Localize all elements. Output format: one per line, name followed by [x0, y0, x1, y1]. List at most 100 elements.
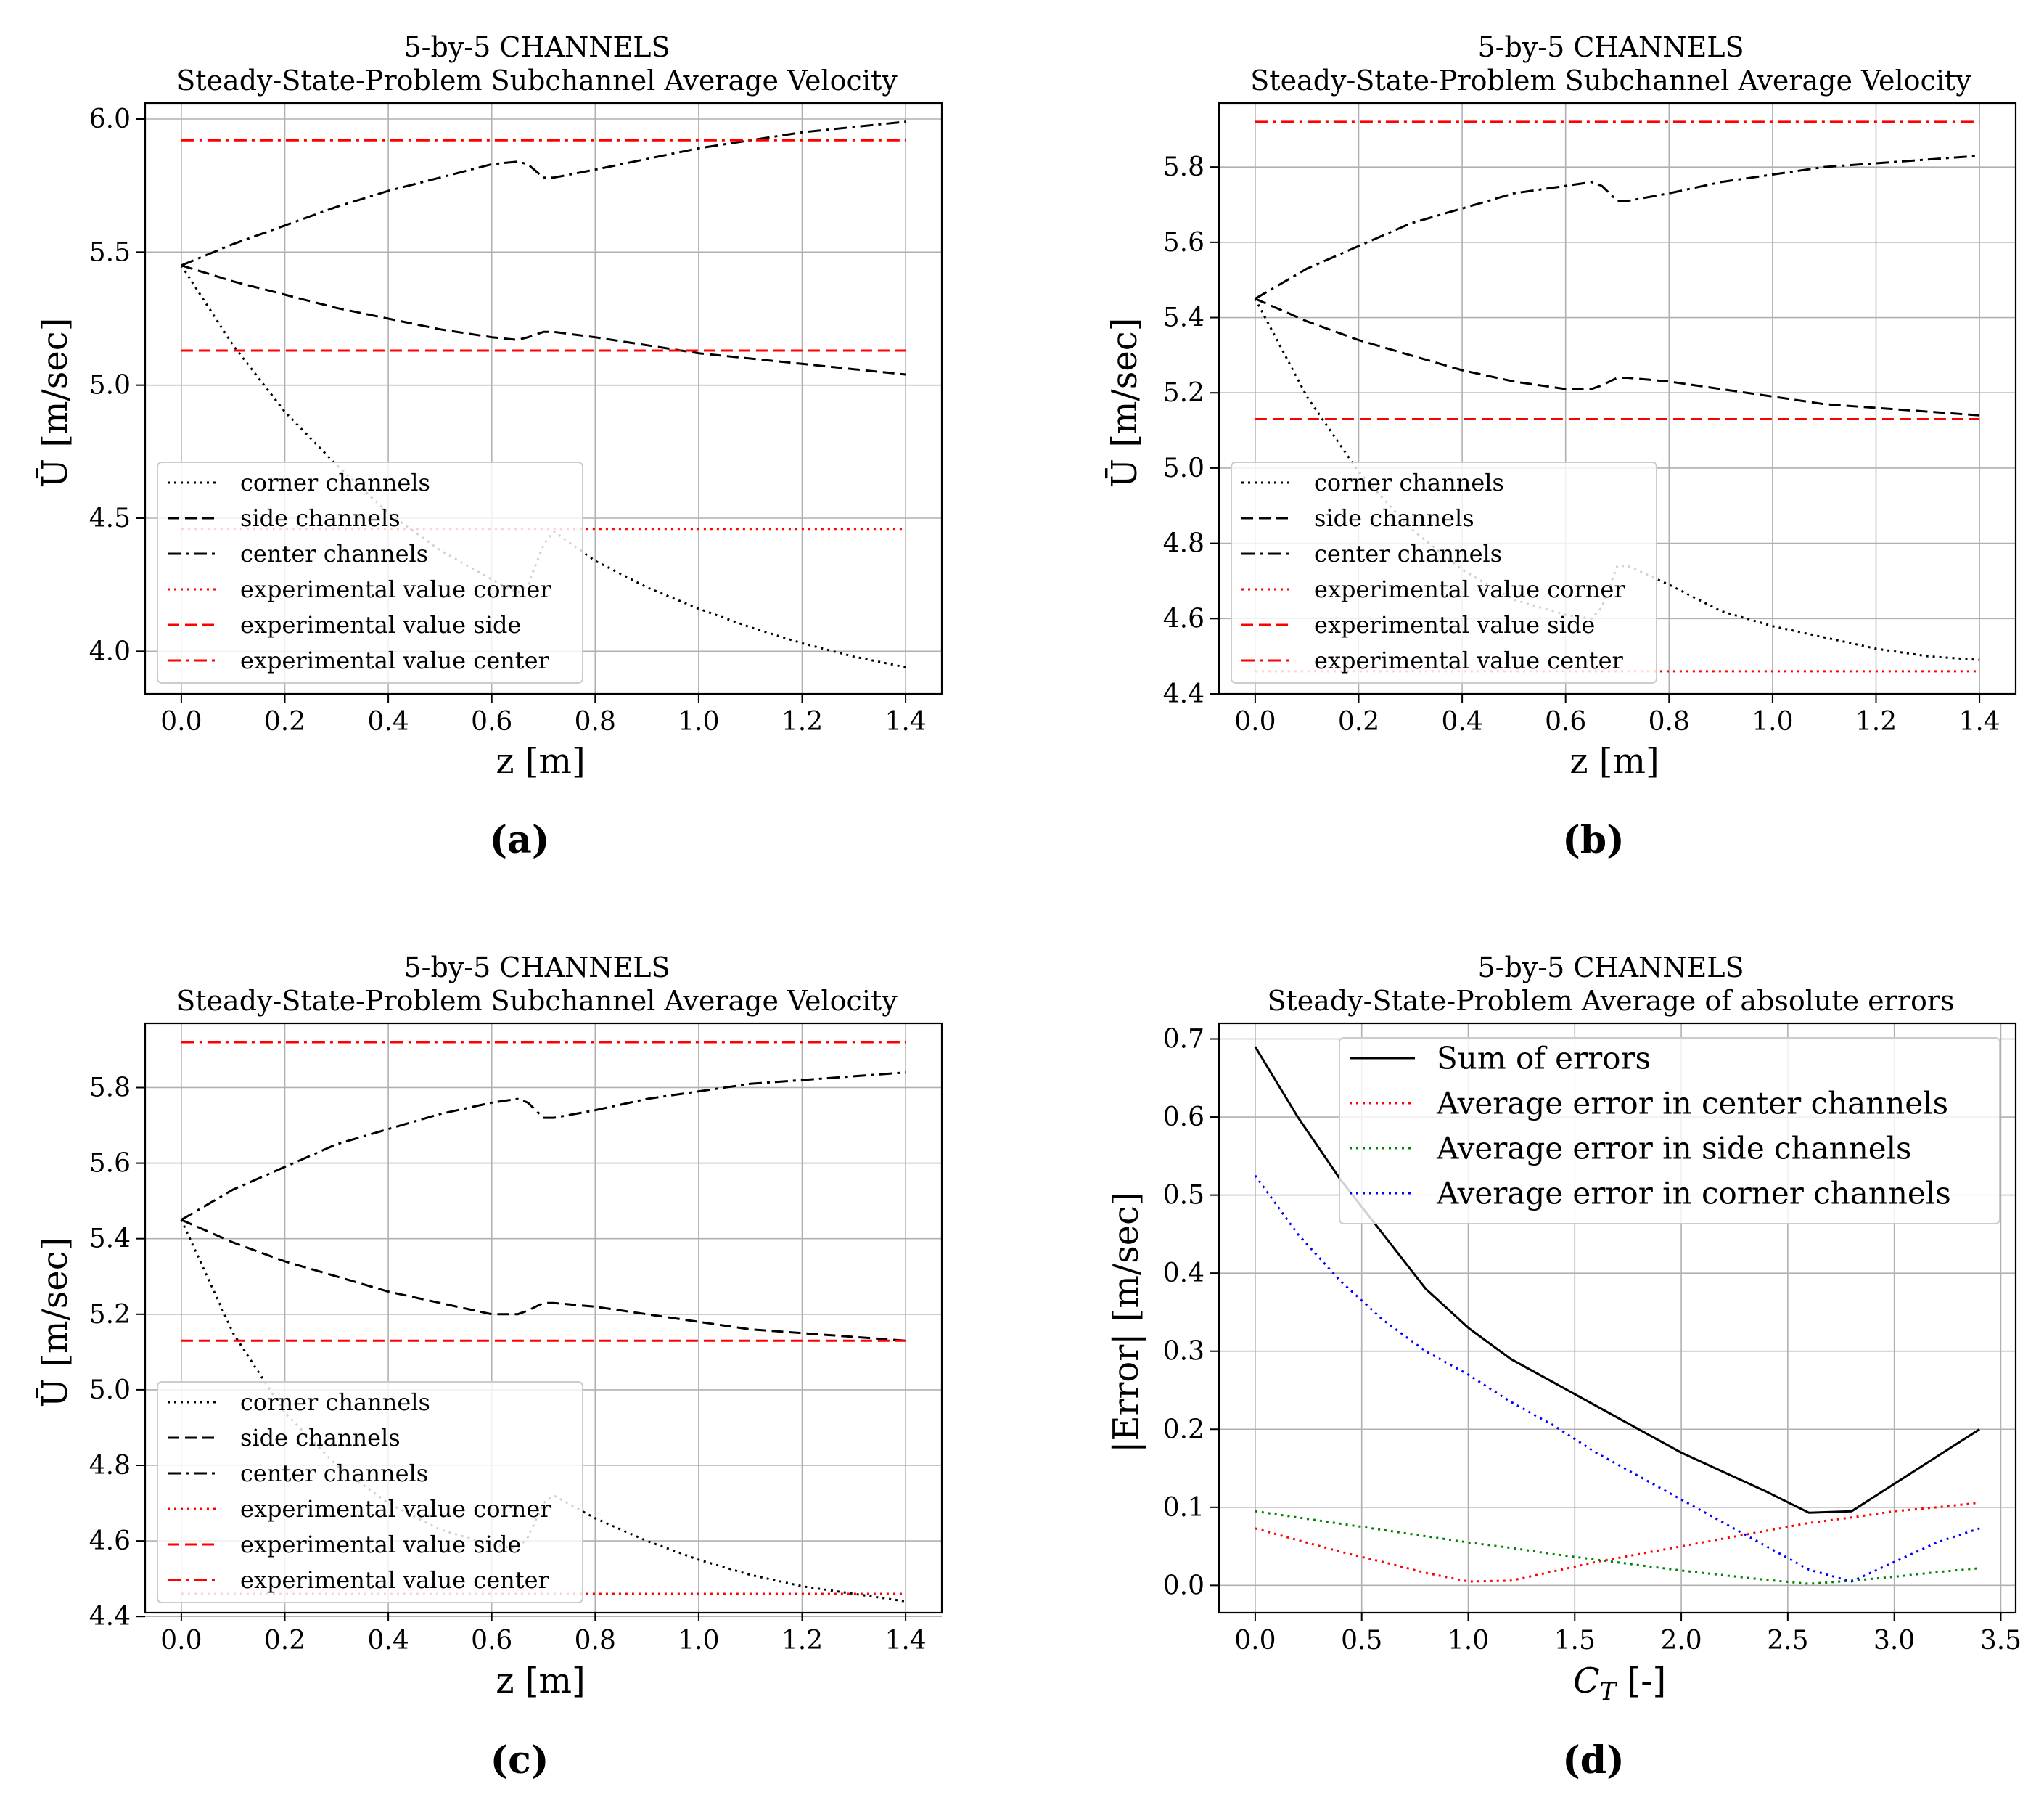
legend-label: Average error in side channels [1436, 1131, 1912, 1166]
x-tick-label: 0.2 [1338, 707, 1379, 737]
x-axis-label: z [m] [1569, 741, 1659, 782]
x-tick-label: 1.2 [1855, 707, 1897, 737]
panel-label: (d) [1562, 1738, 1625, 1783]
x-tick-label: 0.6 [471, 1626, 512, 1656]
y-tick-label: 0.7 [1163, 1025, 1204, 1055]
x-tick-label: 0.0 [1234, 1626, 1276, 1656]
panel-label: (a) [490, 818, 550, 862]
panel-d: 5-by-5 CHANNELS Steady-State-Problem Ave… [1106, 951, 2022, 1783]
series-line-2 [1255, 1510, 1980, 1585]
y-tick-label: 0.1 [1163, 1493, 1204, 1523]
legend-label: center channels [240, 1460, 428, 1487]
y-tick-label: 5.0 [1163, 454, 1204, 483]
x-axis-label: CT [-] [1573, 1661, 1666, 1706]
y-tick-label: 5.4 [1163, 303, 1204, 333]
chart-title: 5-by-5 CHANNELS [403, 31, 670, 63]
x-tick-label: 3.0 [1873, 1626, 1915, 1656]
y-tick-label: 4.8 [1163, 529, 1204, 559]
x-tick-label: 0.0 [160, 707, 202, 737]
legend-label: Average error in corner channels [1436, 1176, 1951, 1211]
x-tick-label: 0.0 [160, 1626, 202, 1656]
plot-area-a: 0.0 0.2 0.4 0.6 0.8 1.0 1.2 1.4 4.0 4.5 5.0 5.5 6.0 c… [89, 102, 943, 737]
y-tick-label: 0.3 [1163, 1337, 1204, 1367]
y-tick-label: 5.2 [1163, 378, 1204, 408]
axes-frame [1218, 1022, 2017, 1614]
y-axis-label: |Error| [m/sec] [1106, 1192, 1146, 1452]
legend: Sum of errors Average error in center cha… [1339, 1037, 2000, 1224]
series-line-0 [1254, 1046, 1980, 1514]
y-axis-label: Ū [m/sec] [35, 318, 75, 488]
plot-area-b: 0.0 0.2 0.4 0.6 0.8 1.0 1.2 1.4 4.4 4.6 4.8 5.0 5.2 5… [1163, 102, 2017, 737]
y-tick-label: 4.4 [1163, 679, 1204, 709]
x-tick-label: 0.6 [471, 707, 512, 737]
y-axis-label: Ū [m/sec] [35, 1237, 75, 1408]
legend-label: corner channels [240, 469, 430, 496]
legend-label: experimental value side [1314, 611, 1595, 639]
y-tick-label: 4.4 [89, 1602, 131, 1632]
legend-label: experimental value center [240, 1566, 550, 1594]
series-line-2 [181, 120, 906, 267]
legend: corner channels side channels center chann… [157, 1381, 583, 1603]
plot-area-c: 0.0 0.2 0.4 0.6 0.8 1.0 1.2 1.4 4.4 4.6 4.8 5.0 5.2 5… [89, 1022, 943, 1656]
y-tick-label: 0.2 [1163, 1415, 1204, 1444]
x-axis-label: z [m] [496, 1661, 586, 1701]
legend-label: Sum of errors [1437, 1041, 1651, 1076]
y-axis-label: Ū [m/sec] [1104, 318, 1145, 488]
series-line-1 [181, 1219, 906, 1342]
x-tick-label: 1.2 [781, 707, 823, 737]
axes-frame [144, 102, 943, 695]
x-tick-label: 3.5 [1980, 1626, 2022, 1656]
legend-label: center channels [1314, 540, 1502, 568]
legend-label: center channels [240, 540, 428, 568]
x-tick-label: 2.5 [1767, 1626, 1808, 1656]
series-line-2 [1255, 155, 1980, 300]
x-tick-label: 1.0 [1448, 1626, 1489, 1656]
x-tick-label: 0.8 [575, 1626, 616, 1656]
y-tick-label: 5.6 [89, 1149, 131, 1179]
chart-title: 5-by-5 CHANNELS [1477, 31, 1744, 63]
axes-frame [1218, 102, 2017, 695]
x-tick-label: 1.4 [1958, 707, 2000, 737]
y-tick-label: 4.0 [89, 637, 131, 666]
y-tick-label: 5.0 [89, 1375, 131, 1405]
x-tick-label: 1.0 [678, 707, 719, 737]
y-tick-label: 5.4 [89, 1224, 131, 1254]
y-tick-label: 4.8 [89, 1451, 131, 1481]
legend: corner channels side channels center chann… [157, 462, 583, 684]
legend-label: side channels [240, 504, 401, 532]
chart-subtitle: Steady-State-Problem Subchannel Average … [176, 65, 898, 97]
x-tick-label: 1.2 [781, 1626, 823, 1656]
axes-frame [144, 1022, 943, 1614]
x-tick-label: 0.8 [575, 707, 616, 737]
y-tick-label: 4.6 [89, 1526, 131, 1556]
legend-box [157, 462, 583, 684]
x-tick-label: 0.2 [264, 707, 305, 737]
series-line-1 [1255, 1501, 1980, 1583]
x-tick-label: 0.4 [367, 707, 409, 737]
chart-subtitle: Steady-State-Problem Average of absolute… [1267, 985, 1954, 1017]
legend-label: corner channels [1314, 469, 1504, 496]
y-tick-label: 0.4 [1163, 1259, 1204, 1288]
y-tick-label: 5.0 [89, 371, 131, 401]
x-tick-label: 0.0 [1234, 707, 1276, 737]
x-tick-label: 2.0 [1660, 1626, 1702, 1656]
legend-label: experimental value side [240, 611, 521, 639]
chart-title: 5-by-5 CHANNELS [1477, 951, 1744, 983]
legend-box [157, 1381, 583, 1603]
legend-label: experimental value center [1314, 647, 1624, 674]
legend-box [1231, 462, 1657, 684]
series-line-2 [181, 1071, 906, 1221]
legend-label: corner channels [240, 1388, 430, 1416]
series-line-3 [1254, 1174, 1980, 1583]
legend-box [1339, 1037, 2000, 1224]
chart-subtitle: Steady-State-Problem Subchannel Average … [1250, 65, 1971, 97]
panel-label: (c) [491, 1738, 549, 1783]
legend-label: experimental value side [240, 1531, 521, 1558]
y-tick-label: 5.8 [89, 1073, 131, 1102]
y-tick-label: 5.6 [1163, 228, 1204, 258]
chart-subtitle: Steady-State-Problem Subchannel Average … [176, 985, 898, 1017]
panel-c: 5-by-5 CHANNELS Steady-State-Problem Sub… [35, 951, 943, 1783]
chart-title: 5-by-5 CHANNELS [403, 951, 670, 983]
panel-b: 5-by-5 CHANNELS Steady-State-Problem Sub… [1104, 31, 2017, 862]
